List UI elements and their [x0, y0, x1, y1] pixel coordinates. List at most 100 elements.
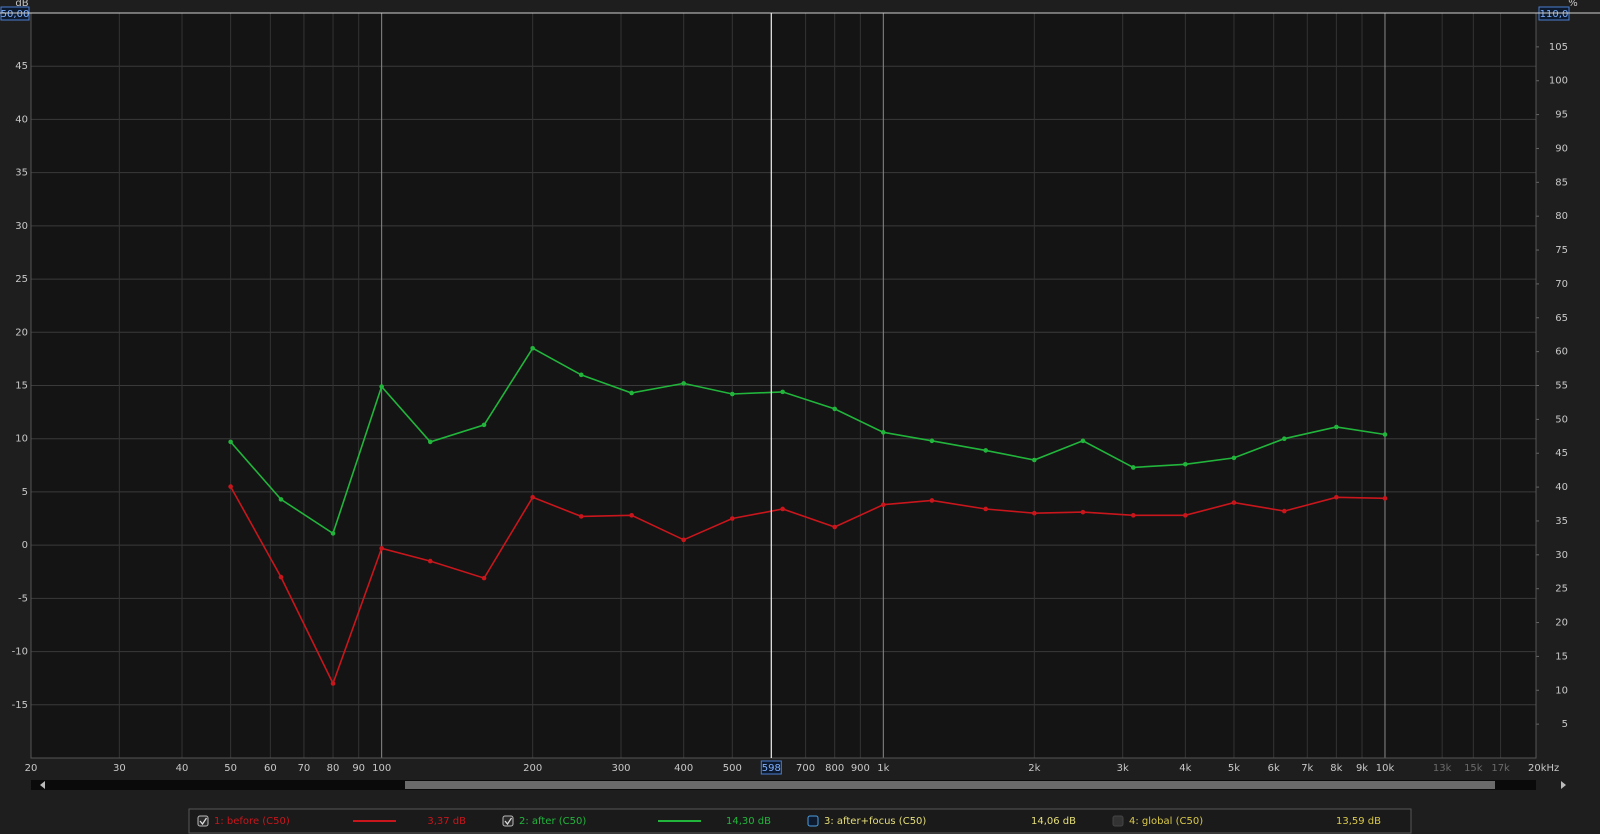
data-point	[530, 345, 535, 351]
data-point	[330, 531, 336, 536]
data-point	[578, 372, 584, 378]
data-point	[1183, 513, 1188, 518]
x-tick-label: 3k	[1117, 763, 1129, 774]
data-point	[729, 516, 735, 521]
y2-tick-label: 110,0	[1540, 9, 1569, 20]
data-point	[780, 506, 785, 512]
data-point	[1131, 513, 1136, 518]
data-point	[427, 558, 433, 564]
y2-tick-label: 15	[1555, 651, 1568, 662]
series-line	[229, 347, 1386, 535]
x-tick-label: 300	[611, 763, 630, 774]
data-point	[1282, 436, 1287, 442]
y-tick-label: 0	[22, 540, 28, 551]
x-tick-label: 800	[825, 763, 844, 774]
data-point	[1080, 509, 1086, 515]
cursor-box	[760, 760, 782, 775]
data-point	[629, 513, 634, 518]
data-point	[1080, 438, 1086, 444]
x-tick-label: 900	[851, 763, 870, 774]
data-point	[1382, 432, 1388, 437]
legend-label: 3: after+focus (C50)	[824, 816, 926, 827]
y-tick-label: -10	[12, 647, 28, 658]
legend-readout: 3,37 dB	[427, 816, 466, 827]
legend-checkbox[interactable]	[502, 815, 514, 827]
x-tick-label: 13k	[1433, 763, 1452, 774]
legend-readout: 13,59 dB	[1336, 816, 1381, 827]
data-point	[629, 390, 634, 396]
data-point	[1231, 500, 1237, 505]
y2-tick-label: 60	[1555, 347, 1568, 358]
y-tick-label: 5	[22, 487, 28, 498]
data-point	[983, 506, 989, 512]
x-tick-label: 70	[298, 763, 311, 774]
scroll-right[interactable]	[1561, 781, 1566, 789]
x-tick-label: 8k	[1330, 763, 1342, 774]
y-tick-label: 50,00	[1, 9, 30, 20]
data-point	[379, 384, 384, 389]
y2-tick-label: 90	[1555, 143, 1568, 154]
y-tick-label: 35	[15, 168, 28, 179]
x-tick-label: 60	[264, 763, 277, 774]
legend-label: 4: global (C50)	[1129, 816, 1203, 827]
y-tick-label: 45	[15, 61, 28, 72]
data-point	[278, 497, 284, 502]
y-tick-label: 20	[15, 327, 28, 338]
data-point	[929, 438, 935, 444]
data-point	[578, 514, 584, 519]
x-tick-label: 10k	[1376, 763, 1395, 774]
data-point	[1032, 510, 1037, 516]
data-point	[929, 498, 935, 503]
y2-tick-label: 70	[1555, 279, 1568, 290]
data-point	[780, 389, 785, 395]
y-tick-label: 15	[15, 381, 28, 392]
x-tick-label: 30	[113, 763, 126, 774]
y-axis-unit: dB	[15, 0, 28, 9]
y-tick-label: 40	[15, 114, 28, 125]
y-tick-label: 10	[15, 434, 28, 445]
y-tick-label: 30	[15, 221, 28, 232]
x-tick-label: 15k	[1464, 763, 1483, 774]
x-tick-label: 2k	[1028, 763, 1040, 774]
cursor-label: 598	[762, 763, 781, 774]
x-tick-label: 400	[674, 763, 693, 774]
x-tick-label: 90	[352, 763, 365, 774]
data-point	[1183, 461, 1188, 467]
x-tick-label: 200	[523, 763, 542, 774]
legend-label: 2: after (C50)	[519, 816, 586, 827]
y2-tick-label: 25	[1555, 584, 1568, 595]
data-point	[330, 681, 336, 686]
data-point	[278, 574, 284, 580]
x-tick-label: 100	[372, 763, 391, 774]
data-point	[1231, 455, 1237, 461]
legend-check	[199, 817, 208, 826]
legend-checkbox[interactable]	[807, 815, 819, 827]
y2-tick-label: 80	[1555, 211, 1568, 222]
y2-tick-label: 35	[1555, 516, 1568, 527]
data-point	[1334, 424, 1339, 430]
y2-tick-label: 20	[1555, 618, 1568, 629]
legend-check	[504, 817, 513, 826]
data-point	[228, 439, 233, 445]
legend-readout: 14,06 dB	[1031, 816, 1076, 827]
legend-checkbox[interactable]	[197, 815, 209, 827]
y2-tick-label: 65	[1555, 313, 1568, 324]
scrollbar-thumb[interactable]	[405, 781, 1495, 789]
x-tick-label: 6k	[1268, 763, 1280, 774]
y2-axis-unit: %	[1568, 0, 1578, 9]
x-tick-label: 1k	[877, 763, 889, 774]
data-point	[1131, 465, 1136, 470]
legend-checkbox[interactable]	[1112, 815, 1124, 827]
legend-readout: 14,30 dB	[726, 816, 771, 827]
data-point	[1382, 496, 1388, 501]
data-point	[881, 430, 886, 435]
y2-tick-label: 40	[1555, 482, 1568, 493]
scroll-left[interactable]	[40, 781, 45, 789]
x-tick-label: 700	[796, 763, 815, 774]
x-tick-label: 7k	[1301, 763, 1313, 774]
x-tick-label: 9k	[1356, 763, 1368, 774]
data-point	[481, 422, 487, 428]
data-point	[729, 391, 735, 397]
x-tick-label: 40	[176, 763, 189, 774]
y2-tick-label: 105	[1549, 42, 1568, 53]
